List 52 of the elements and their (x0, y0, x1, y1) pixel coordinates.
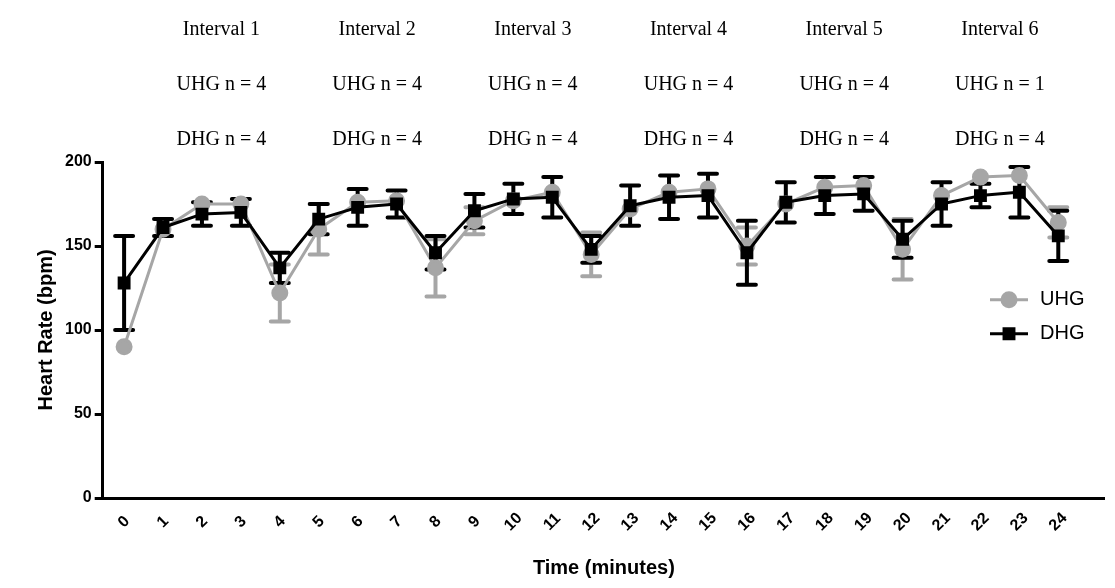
text: Interval 3 (494, 17, 572, 40)
x-tick-label: 6 (347, 512, 367, 531)
y-axis-title: Heart Rate (bpm) (33, 249, 56, 411)
text: DHG n = 4 (176, 127, 267, 150)
x-tick-label: 19 (850, 508, 876, 534)
text: Interval 4 (649, 17, 728, 40)
text: DHG n = 4 (799, 127, 890, 150)
x-tick-label: 4 (269, 512, 289, 531)
x-tick-label: 18 (811, 508, 837, 534)
text: Interval 5 (805, 17, 883, 40)
text: UHG n = 4 (332, 72, 422, 95)
x-tick-label: 23 (1006, 508, 1031, 534)
x-tick-label: 17 (772, 508, 798, 534)
y-tick-label: 200 (64, 152, 92, 170)
x-tick-label: 8 (425, 512, 444, 531)
x-tick-label: 1 (153, 512, 172, 531)
x-tick-label: 10 (500, 508, 525, 534)
x-tick-label: 9 (464, 512, 483, 531)
x-tick-label: 13 (617, 508, 642, 534)
text: DHG n = 4 (955, 127, 1045, 150)
x-tick-label: 24 (1045, 508, 1070, 534)
y-tick-label: 50 (73, 404, 92, 422)
text: Interval 6 (961, 17, 1039, 40)
text: UHG n = 4 (176, 72, 267, 95)
text: UHG n = 4 (643, 72, 734, 95)
x-tick-label: 0 (114, 512, 133, 531)
text: UHG n = 1 (955, 72, 1045, 95)
x-axis-title: Time (minutes) (532, 555, 675, 578)
x-tick-label: 7 (386, 512, 406, 531)
legend-label: UHG (1040, 287, 1085, 310)
x-tick-label: 14 (655, 508, 681, 534)
x-tick-label: 11 (539, 509, 564, 534)
text: DHG n = 4 (643, 127, 734, 150)
text: DHG n = 4 (488, 127, 578, 150)
text: Interval 1 (182, 17, 261, 40)
text: DHG n = 4 (332, 127, 422, 150)
y-tick-label: 0 (82, 488, 92, 506)
text: Interval 2 (338, 17, 416, 40)
x-tick-label: 5 (308, 512, 328, 531)
x-tick-label: 12 (578, 508, 603, 534)
x-tick-label: 2 (192, 512, 211, 531)
x-tick-label: 3 (230, 512, 250, 531)
x-tick-label: 22 (967, 508, 993, 534)
y-tick-label: 150 (64, 236, 92, 254)
text: UHG n = 4 (488, 72, 578, 95)
legend-label: DHG (1040, 321, 1085, 344)
x-tick-label: 20 (889, 508, 915, 534)
x-tick-label: 15 (694, 508, 720, 534)
x-tick-label: 21 (928, 508, 954, 534)
text: UHG n = 4 (799, 72, 890, 95)
x-tick-label: 16 (733, 508, 759, 534)
y-tick-label: 100 (64, 320, 92, 338)
